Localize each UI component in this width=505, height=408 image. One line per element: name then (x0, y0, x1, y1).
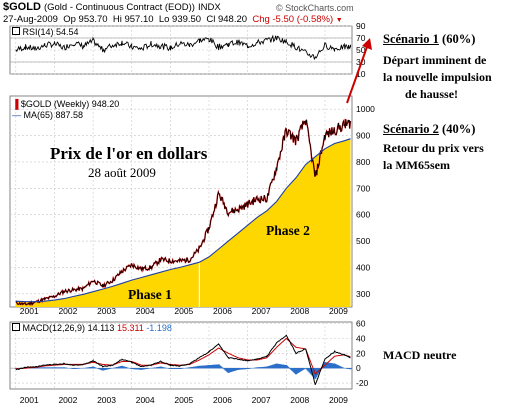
arrow-head-icon (362, 38, 372, 50)
y-tick-label: 10 (356, 69, 366, 79)
scenario2-line: Retour du prix vers (383, 141, 484, 155)
ma-legend: — MA(65) 887.58 (12, 110, 83, 120)
quote-line: 27-Aug-2009 Op 953.70 Hi 957.10 Lo 939.5… (3, 14, 343, 25)
x-tick-label: 2009 (329, 306, 348, 316)
y-tick-label: 800 (356, 157, 370, 167)
y-tick-label: 700 (356, 183, 370, 193)
quote-high: Hi 957.10 (112, 14, 154, 25)
scenario2-pct: (40%) (442, 122, 476, 136)
ma-legend-text: MA(65) 887.58 (23, 110, 84, 120)
overlay-title: Prix de l'or en dollars (50, 144, 208, 163)
scenario1-pct: (60%) (442, 32, 476, 46)
y-tick-label: 900 (356, 131, 370, 141)
x-tick-label: 2005 (174, 306, 193, 316)
legend-box-icon (12, 27, 20, 35)
scenario1-text: Départ imminent de la nouvelle impulsion… (383, 52, 492, 103)
x-tick-label: 2001 (20, 306, 39, 316)
macd-note: MACD neutre (383, 348, 457, 362)
chart-symbol: $GOLD (Gold - Continuous Contract (EOD))… (3, 1, 221, 13)
scenario1-line: la nouvelle impulsion (383, 70, 492, 84)
macd-hist-bar (287, 366, 290, 369)
quote-low: Lo 939.50 (158, 14, 202, 25)
x-tick-label: 2009 (329, 395, 348, 405)
x-tick-label: 2001 (20, 395, 39, 405)
macd-legend-prefix: MACD(12,26,9) (22, 323, 86, 333)
y-tick-label: 0 (356, 363, 361, 373)
macd-hist-bar (126, 367, 129, 369)
phase-fill-area (15, 138, 351, 307)
macd-hist-bar (349, 368, 352, 370)
macd-line (15, 334, 351, 386)
rsi-legend-text: RSI(14) 54.54 (22, 27, 79, 37)
macd-hist-bar (221, 367, 224, 369)
x-tick-label: 2008 (290, 306, 309, 316)
y-tick-label: 50 (356, 45, 366, 55)
y-tick-label: 400 (356, 262, 370, 272)
x-tick-label: 2003 (97, 395, 116, 405)
symbol-description: (Gold - Continuous Contract (EOD)) (43, 2, 195, 13)
overlay-date: 28 août 2009 (88, 165, 156, 180)
legend-bar-icon: ▐ (12, 99, 19, 109)
x-tick-label: 2006 (213, 395, 232, 405)
rsi-line (15, 34, 351, 61)
macd-hist-bar (220, 366, 223, 369)
x-tick-label: 2007 (252, 395, 271, 405)
price-legend-text: $GOLD (Weekly) 948.20 (20, 99, 120, 109)
x-tick-label: 2006 (213, 306, 232, 316)
y-tick-label: 500 (356, 236, 370, 246)
y-tick-label: 20 (356, 348, 366, 358)
scenario2-text: Retour du prix vers la MM65sem (383, 140, 484, 174)
x-tick-label: 2002 (58, 306, 77, 316)
phase2-label: Phase 2 (266, 223, 310, 238)
y-tick-label: 1000 (356, 104, 375, 114)
scenario2-title: Scénario 2 (383, 122, 439, 136)
macd-legend-hist: -1.198 (146, 323, 172, 333)
scenario1-line: de hausse! (405, 87, 459, 101)
macd-hist-bar (303, 368, 306, 369)
x-tick-label: 2002 (58, 395, 77, 405)
legend-line-icon: — (12, 110, 21, 120)
quote-close: Cl 948.20 (206, 14, 248, 25)
y-tick-label: 90 (356, 21, 366, 31)
macd-legend: MACD(12,26,9) 14.113 15.311 -1.198 (12, 323, 172, 333)
y-tick-label: -20 (356, 378, 369, 388)
exchange-label: INDX (198, 2, 221, 13)
x-tick-label: 2005 (174, 395, 193, 405)
down-arrow-icon: ▼ (335, 17, 343, 24)
x-tick-label: 2007 (252, 306, 271, 316)
macd-legend-value: 14.113 (87, 323, 115, 333)
y-tick-label: 60 (356, 318, 366, 328)
x-tick-label: 2004 (136, 395, 155, 405)
x-tick-label: 2008 (290, 395, 309, 405)
y-tick-label: 70 (356, 33, 366, 43)
brand-label: © StockCharts.com (276, 3, 354, 13)
macd-legend-signal: 15.311 (116, 323, 144, 333)
scenario1-line: Départ imminent de (383, 53, 487, 67)
scenario-arrow (346, 43, 369, 104)
symbol-text: $GOLD (3, 1, 41, 13)
y-tick-label: 40 (356, 333, 366, 343)
phase1-label: Phase 1 (128, 287, 172, 302)
x-tick-label: 2004 (136, 306, 155, 316)
legend-box-icon (12, 323, 20, 331)
price-line (15, 119, 351, 306)
scenario2-line: la MM65sem (383, 158, 450, 172)
quote-date: 27-Aug-2009 (3, 14, 58, 25)
macd-hist-bar (342, 367, 345, 369)
macd-panel-frame (9, 321, 353, 390)
scenario1-heading: Scénario 1 (60%) (383, 32, 475, 47)
x-tick-label: 2003 (97, 306, 116, 316)
scenario1-title: Scénario 1 (383, 32, 439, 46)
y-tick-label: 600 (356, 210, 370, 220)
quote-change: Chg -5.50 (-0.58%) (252, 14, 334, 25)
price-legend: ▐ $GOLD (Weekly) 948.20 (12, 99, 119, 109)
y-tick-label: 300 (356, 289, 370, 299)
rsi-legend: RSI(14) 54.54 (12, 27, 79, 37)
scenario2-heading: Scénario 2 (40%) (383, 122, 475, 137)
quote-open: Op 953.70 (63, 14, 108, 25)
ma65-line (15, 138, 351, 303)
